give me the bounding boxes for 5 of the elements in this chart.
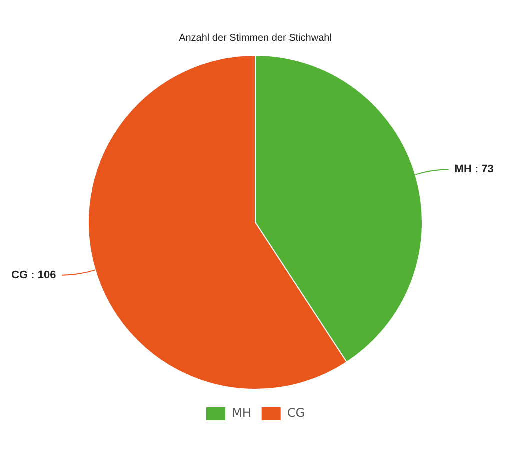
chart-title: Anzahl der Stimmen der Stichwahl	[179, 32, 332, 44]
data-label: MH : 73	[454, 164, 494, 176]
data-label: CG : 106	[12, 269, 56, 282]
legend-label: MH	[232, 406, 252, 420]
legend-label: CG	[287, 406, 306, 420]
